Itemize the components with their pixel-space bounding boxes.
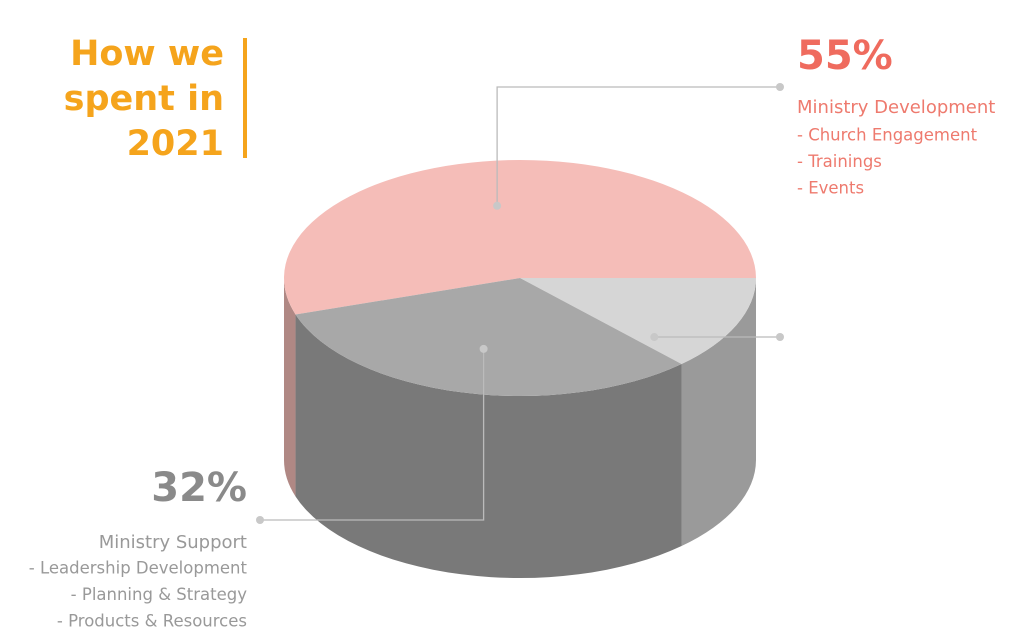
leader-dot: [493, 201, 502, 210]
value-label: 55%: [797, 33, 893, 79]
detail-item: - Church Engagement: [797, 126, 978, 145]
value-label: 32%: [151, 465, 247, 511]
leader-dot: [650, 333, 659, 342]
detail-item: - Events: [797, 179, 864, 198]
title-bar: [243, 38, 247, 158]
leader-dot: [256, 516, 264, 524]
detail-item: - Products & Resources: [57, 612, 247, 631]
slice-side: [681, 278, 756, 547]
slice-top: [520, 278, 756, 365]
title-line: spent in: [64, 79, 224, 119]
category-label: Ministry Support: [99, 532, 247, 553]
detail-item: - Planning & Strategy: [71, 585, 248, 604]
slice-side: [284, 278, 296, 497]
title-line: 2021: [127, 124, 224, 164]
title-line: How we: [70, 34, 224, 74]
leader-dot: [776, 333, 784, 341]
slice-top: [284, 160, 756, 315]
leader-dot: [776, 83, 784, 91]
leader-dot: [479, 344, 488, 353]
leader-line: [496, 86, 780, 206]
slice-top: [295, 278, 682, 397]
slice-side: [295, 314, 682, 578]
detail-item: - Leadership Development: [29, 559, 248, 578]
detail-item: - Trainings: [797, 152, 882, 171]
category-label: Ministry Development: [797, 97, 995, 118]
leader-line: [260, 348, 485, 521]
